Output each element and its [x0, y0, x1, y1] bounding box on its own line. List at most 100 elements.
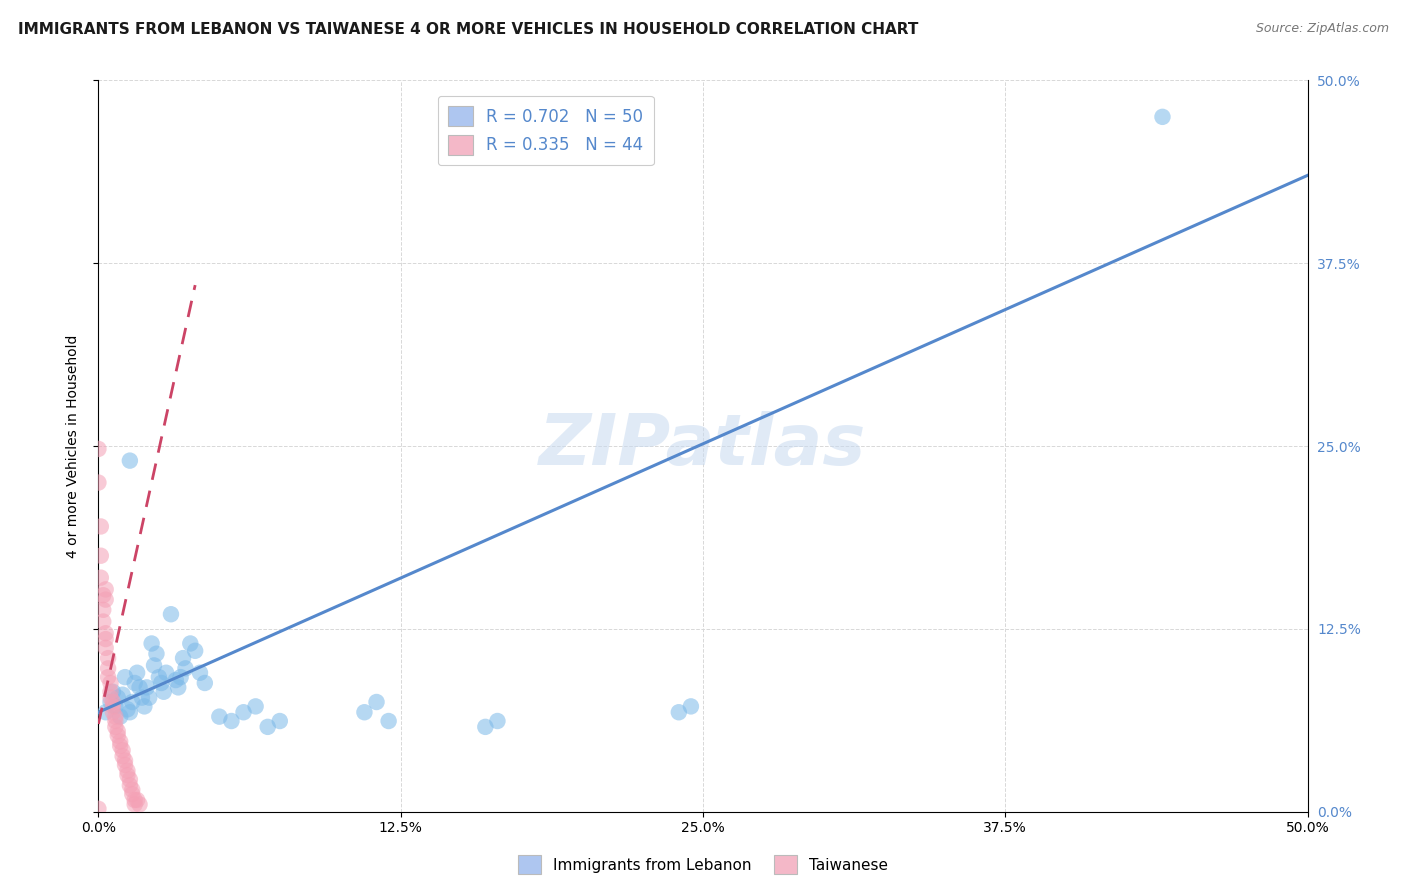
Point — [97, 651, 120, 665]
Point — [124, 797, 146, 812]
Point — [208, 709, 231, 723]
Point — [127, 793, 149, 807]
Point — [94, 632, 117, 646]
Point — [108, 734, 131, 748]
Point — [87, 442, 110, 456]
Point — [256, 720, 278, 734]
Point — [117, 764, 139, 778]
Point — [100, 695, 122, 709]
Point — [152, 685, 174, 699]
Point — [148, 670, 170, 684]
Point — [107, 690, 129, 705]
Point — [174, 661, 197, 675]
Point — [679, 699, 702, 714]
Point — [135, 681, 157, 695]
Point — [114, 758, 136, 772]
Point — [91, 588, 114, 602]
Point — [194, 676, 217, 690]
Point — [188, 665, 211, 680]
Point — [94, 592, 117, 607]
Point — [101, 699, 124, 714]
Point — [167, 681, 190, 695]
Point — [232, 705, 254, 719]
Point — [104, 720, 127, 734]
Point — [117, 768, 139, 782]
Point — [145, 647, 167, 661]
Point — [184, 644, 207, 658]
Point — [100, 690, 122, 705]
Point — [104, 709, 127, 723]
Point — [111, 749, 134, 764]
Point — [90, 549, 112, 563]
Point — [1152, 110, 1174, 124]
Point — [108, 739, 131, 753]
Point — [221, 714, 243, 728]
Point — [101, 695, 124, 709]
Point — [128, 797, 150, 812]
Point — [117, 702, 139, 716]
Point — [127, 665, 149, 680]
Point — [179, 636, 201, 650]
Point — [91, 603, 114, 617]
Point — [150, 676, 173, 690]
Point — [104, 699, 127, 714]
Point — [111, 743, 134, 757]
Text: Source: ZipAtlas.com: Source: ZipAtlas.com — [1256, 22, 1389, 36]
Point — [94, 640, 117, 655]
Y-axis label: 4 or more Vehicles in Household: 4 or more Vehicles in Household — [66, 334, 80, 558]
Point — [94, 705, 117, 719]
Point — [155, 665, 177, 680]
Point — [165, 673, 187, 687]
Point — [101, 685, 124, 699]
Point — [366, 695, 388, 709]
Point — [87, 475, 110, 490]
Point — [118, 772, 141, 787]
Point — [138, 690, 160, 705]
Point — [100, 685, 122, 699]
Point — [124, 676, 146, 690]
Point — [107, 724, 129, 739]
Point — [91, 615, 114, 629]
Point — [169, 670, 191, 684]
Point — [121, 787, 143, 801]
Point — [353, 705, 375, 719]
Point — [90, 519, 112, 533]
Point — [121, 695, 143, 709]
Point — [108, 709, 131, 723]
Text: IMMIGRANTS FROM LEBANON VS TAIWANESE 4 OR MORE VEHICLES IN HOUSEHOLD CORRELATION: IMMIGRANTS FROM LEBANON VS TAIWANESE 4 O… — [18, 22, 918, 37]
Point — [143, 658, 166, 673]
Point — [111, 688, 134, 702]
Point — [124, 793, 146, 807]
Point — [97, 661, 120, 675]
Point — [141, 636, 163, 650]
Point — [269, 714, 291, 728]
Legend: R = 0.702   N = 50, R = 0.335   N = 44: R = 0.702 N = 50, R = 0.335 N = 44 — [439, 96, 654, 165]
Point — [134, 699, 156, 714]
Point — [114, 670, 136, 684]
Point — [118, 705, 141, 719]
Point — [87, 802, 110, 816]
Point — [121, 782, 143, 797]
Point — [131, 690, 153, 705]
Point — [486, 714, 509, 728]
Point — [172, 651, 194, 665]
Point — [90, 571, 112, 585]
Point — [104, 714, 127, 728]
Point — [377, 714, 399, 728]
Legend: Immigrants from Lebanon, Taiwanese: Immigrants from Lebanon, Taiwanese — [512, 849, 894, 880]
Point — [94, 582, 117, 597]
Point — [118, 778, 141, 792]
Point — [107, 729, 129, 743]
Point — [118, 453, 141, 467]
Point — [160, 607, 183, 622]
Point — [128, 681, 150, 695]
Point — [101, 705, 124, 719]
Point — [668, 705, 690, 719]
Point — [97, 670, 120, 684]
Point — [114, 754, 136, 768]
Point — [100, 676, 122, 690]
Point — [94, 626, 117, 640]
Point — [474, 720, 496, 734]
Point — [245, 699, 267, 714]
Text: ZIPatlas: ZIPatlas — [540, 411, 866, 481]
